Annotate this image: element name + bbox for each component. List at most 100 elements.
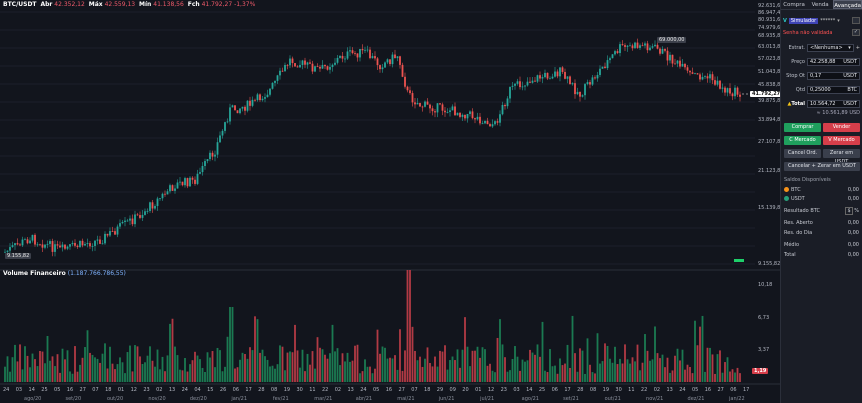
candle-body [629,45,631,47]
quantity-input[interactable]: 0,25000 BTC [807,86,860,94]
volume-bar [549,349,551,382]
volume-bar [586,338,589,382]
candle-body [51,241,54,252]
volume-bar [249,347,251,382]
candlestick-chart[interactable] [0,0,780,403]
chevron-down-icon[interactable]: ▾ [837,17,840,24]
time-day-label: 20 [462,387,469,393]
candle-body [36,244,39,246]
low-label: Mín [139,1,152,8]
volume-bar [671,370,674,382]
percent-toggle[interactable]: % [854,208,859,214]
time-month-label: jan/21 [231,396,248,402]
time-day-label: 01 [117,387,125,393]
candle-body [381,67,384,70]
volume-bar [731,369,734,382]
volume-bar [84,347,86,382]
candle-body [514,83,516,86]
candle-body [371,56,374,59]
volume-bar [301,349,304,382]
total-input[interactable]: 10.564,72 USDT [807,100,860,108]
volume-bar [274,368,276,382]
volume-bar [429,362,431,382]
time-month-label: jul/21 [480,396,495,402]
volume-bar [464,317,466,382]
time-month-label: mai/21 [397,396,415,402]
volume-bar [696,345,699,382]
dollar-toggle-icon[interactable]: $ [845,207,853,215]
btc-icon [784,187,789,192]
volume-bar [114,369,116,382]
volume-bar [49,360,51,382]
tab-sell[interactable]: Venda [811,2,829,8]
candle-body [81,240,84,246]
volume-bar [521,359,524,382]
candle-body [621,44,624,46]
buy-button[interactable]: Comprar [784,123,821,132]
time-day-label: 19 [602,387,610,393]
time-day-label: 12 [487,387,495,393]
candle-body [699,74,701,80]
candle-body [541,77,544,79]
volume-bar [309,364,311,382]
stop-input[interactable]: 0,17 USDT [807,72,860,80]
market-sell-button[interactable]: V Mercado [823,136,860,145]
candle-body [481,123,484,125]
candle-body [109,231,111,236]
market-buy-button[interactable]: C Mercado [784,136,821,145]
balances-title-text: Saldos Disponíveis [784,177,831,183]
candle-body [544,72,546,78]
candle-body [641,45,644,47]
volume-bar [284,370,286,382]
account-row: V Simulador ****** ▾ [783,17,860,24]
candle-body [374,56,376,59]
volume-bar [556,373,559,382]
volume-bar [596,333,599,382]
price-tick-label: 15.139,82 [758,205,784,211]
strategy-select[interactable]: <Nenhuma> ▾ [807,44,854,52]
volume-bar [231,307,234,382]
total-unit: USDT [843,101,857,107]
cancel-orders-button[interactable]: Cancel Ord. [784,149,821,158]
candle-body [121,221,124,224]
volume-bar [349,361,351,382]
volume-bar [149,346,151,382]
stat-label: Médio [784,242,800,248]
account-badge[interactable]: Simulador [788,17,819,24]
sell-button[interactable]: Vender [823,123,860,132]
total-label-text: Total [791,101,805,107]
volume-bar [74,346,76,382]
candle-body [389,59,391,65]
volume-bar [454,360,456,382]
tab-advanced[interactable]: Avançada [833,0,862,9]
volume-bar [506,371,509,382]
cancel-zero-button[interactable]: Cancelar + Zerar em USDT [784,162,860,171]
candle-body [434,111,436,113]
time-day-label: 11 [309,387,316,393]
usdt-icon [784,196,789,201]
candle-body [239,108,241,114]
time-month-label: jun/21 [438,396,455,402]
price-chart[interactable]: BTC/USDT Abr 42.352,12 Máx 42.559,13 Mín… [0,0,784,403]
add-icon[interactable]: + [855,45,860,51]
candle-body [224,122,226,131]
volume-bar [739,373,741,382]
volume-bar [116,364,119,382]
candle-body [616,51,619,54]
time-day-label: 03 [513,387,520,393]
check-icon[interactable]: ✓ [852,29,860,36]
balance-usdt: USDT 0,00 [784,196,859,202]
time-day-label: 24 [3,387,10,393]
candle-body [149,202,151,212]
zero-usdt-button[interactable]: Zerar em USDT [823,149,860,165]
close-icon[interactable] [852,17,860,24]
volume-bar [734,372,736,382]
chart-header: BTC/USDT Abr 42.352,12 Máx 42.559,13 Mín… [3,1,255,8]
volume-bar [334,351,336,382]
candle-body [716,80,719,85]
volume-bar [524,361,526,382]
volume-bar [109,346,111,382]
price-input[interactable]: 42.258,88 USDT [807,58,860,66]
tab-buy[interactable]: Compra [783,2,805,8]
result-label: Resultado BTC [784,208,821,214]
